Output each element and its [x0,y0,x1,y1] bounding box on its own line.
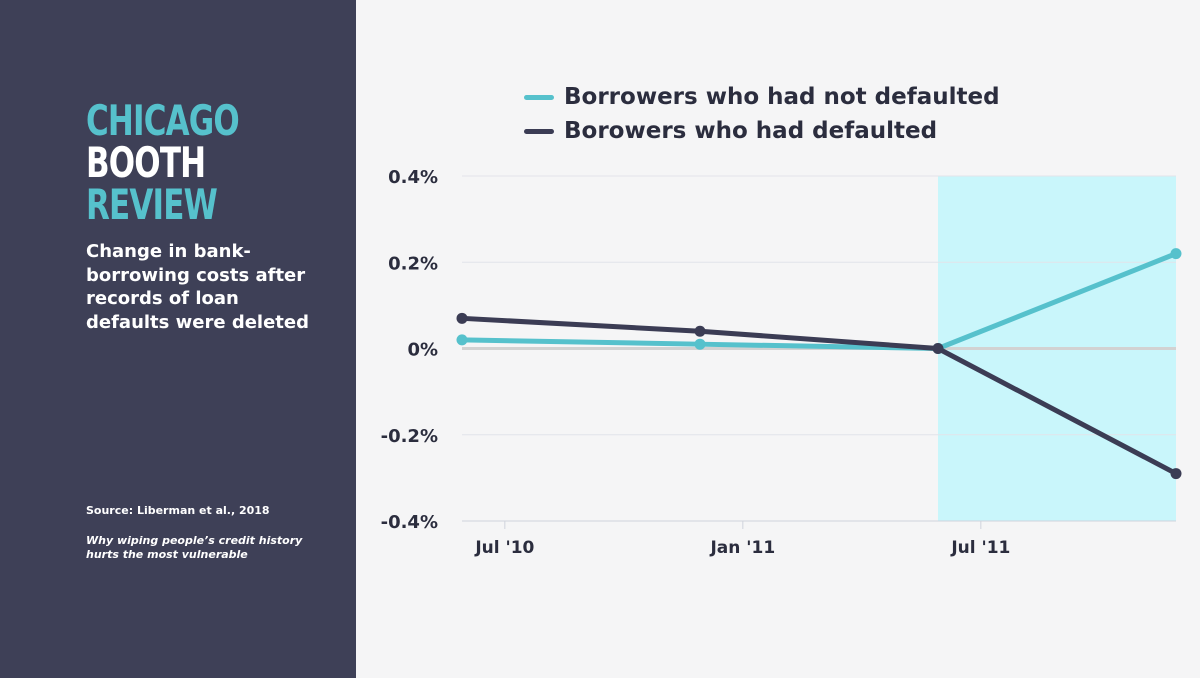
article-tagline: Why wiping people’s credit history hurts… [86,534,303,561]
x-tick-label: Jan '11 [709,538,775,558]
legend-label-defaulted: Borowers who had defaulted [564,118,938,144]
y-tick-label: 0% [407,340,438,361]
source-note: Source: Liberman et al., 2018 [86,504,270,517]
legend-item-defaulted: Borowers who had defaulted [524,114,1000,148]
line-chart: 0.4% 0.2% 0% -0.2% -0.4% Jul '10 Jan '11 Jul '1… [381,167,1182,558]
data-point-defaulted [694,325,706,337]
chicago-booth-review-logo: CHICAGO BOOTH REVIEW [86,100,273,226]
y-tick-label: -0.2% [381,426,438,447]
logo-line-1: CHICAGO [86,96,240,145]
legend-swatch-defaulted [524,128,554,134]
x-tick-label: Jul '11 [950,538,1010,558]
logo-line-3: REVIEW [86,180,218,229]
logo-line-2: BOOTH [86,138,206,187]
chart-subtitle: Change in bank-borrowing costs after rec… [86,241,309,333]
sidebar-panel: CHICAGO BOOTH REVIEW Change in bank-borr… [0,0,356,678]
data-point-defaulted [1170,468,1182,480]
data-point-not-defaulted [1170,248,1182,260]
y-tick-label: 0.2% [388,253,438,274]
data-point-defaulted [932,343,944,354]
y-tick-label: -0.4% [381,512,438,533]
y-tick-label: 0.4% [388,167,438,188]
legend-item-not-defaulted: Borrowers who had not defaulted [524,80,1000,114]
chart-legend: Borrowers who had not defaulted Borowers… [524,80,1000,148]
x-tick-label: Jul '10 [474,538,534,558]
series-line-defaulted [459,315,1179,477]
data-point-not-defaulted [456,334,468,346]
legend-swatch-not-defaulted [524,94,554,100]
data-point-not-defaulted [694,338,706,350]
data-point-defaulted [456,312,468,324]
series-line-not-defaulted [459,251,1179,351]
legend-label-not-defaulted: Borrowers who had not defaulted [564,84,1000,110]
